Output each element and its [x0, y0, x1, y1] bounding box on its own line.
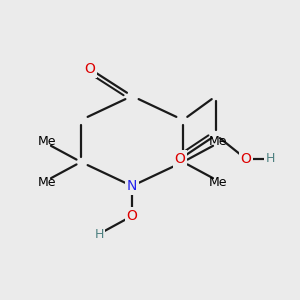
- Text: N: N: [127, 179, 137, 193]
- Text: O: O: [175, 152, 185, 166]
- Text: H: H: [94, 227, 104, 241]
- Text: Me: Me: [37, 135, 56, 148]
- Text: H: H: [265, 152, 275, 166]
- Text: O: O: [85, 62, 95, 76]
- Text: Me: Me: [37, 176, 56, 189]
- Text: Me: Me: [208, 176, 227, 189]
- Text: O: O: [241, 152, 251, 166]
- Text: Me: Me: [208, 135, 227, 148]
- Text: O: O: [127, 209, 137, 223]
